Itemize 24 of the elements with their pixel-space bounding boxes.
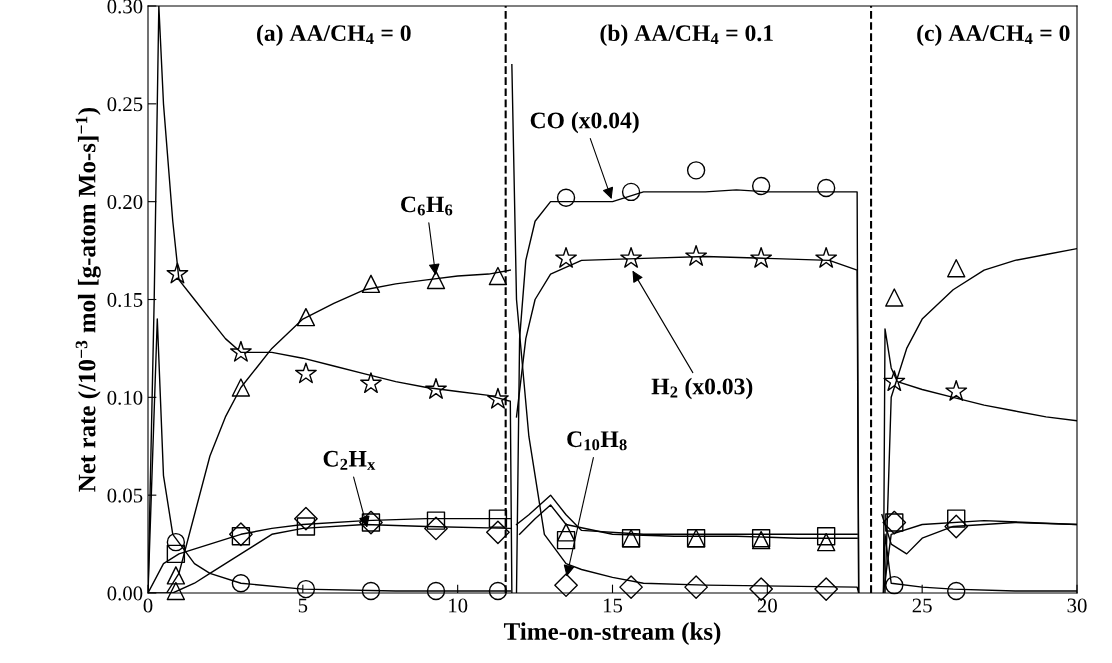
x-tick-label: 10: [449, 598, 468, 613]
x-tick-label: 0: [143, 598, 153, 613]
y-tick-label: 0.15: [107, 292, 143, 308]
annotation: C$_{6}$H$_{6}$: [401, 196, 453, 216]
x-tick-label: 30: [1067, 598, 1087, 613]
y-tick-label: 0.00: [107, 586, 143, 601]
annotation: (a) AA/CH$_{4}$ = 0: [257, 24, 411, 46]
x-axis-title: Time-on-stream (ks): [503, 622, 721, 645]
annotation: (c) AA/CH$_{4}$ = 0: [917, 24, 1070, 46]
annotation: (b) AA/CH$_{4}$ = 0.1: [600, 24, 773, 46]
x-tick-label: 5: [298, 598, 308, 613]
y-axis-title: Net rate (/10$^{−3}$ mol [g-atom Mo-s]$^{−1}$): [75, 107, 101, 492]
x-tick-label: 25: [912, 598, 932, 613]
y-tick-label: 0.30: [107, 0, 143, 14]
annotation: C$_{2}$H$_{x}$: [323, 450, 376, 470]
y-tick-label: 0.10: [107, 390, 143, 405]
y-tick-label: 0.05: [107, 488, 143, 503]
annotation: H$_{2}$ (x0.03): [651, 377, 753, 400]
x-tick-label: 20: [757, 598, 777, 613]
y-tick-label: 0.25: [107, 97, 143, 112]
annotation: CO (x0.04): [530, 111, 639, 134]
annotation: C$_{10}$H$_{8}$: [567, 431, 627, 451]
x-tick-label: 15: [603, 598, 623, 613]
y-tick-label: 0.20: [107, 195, 143, 210]
